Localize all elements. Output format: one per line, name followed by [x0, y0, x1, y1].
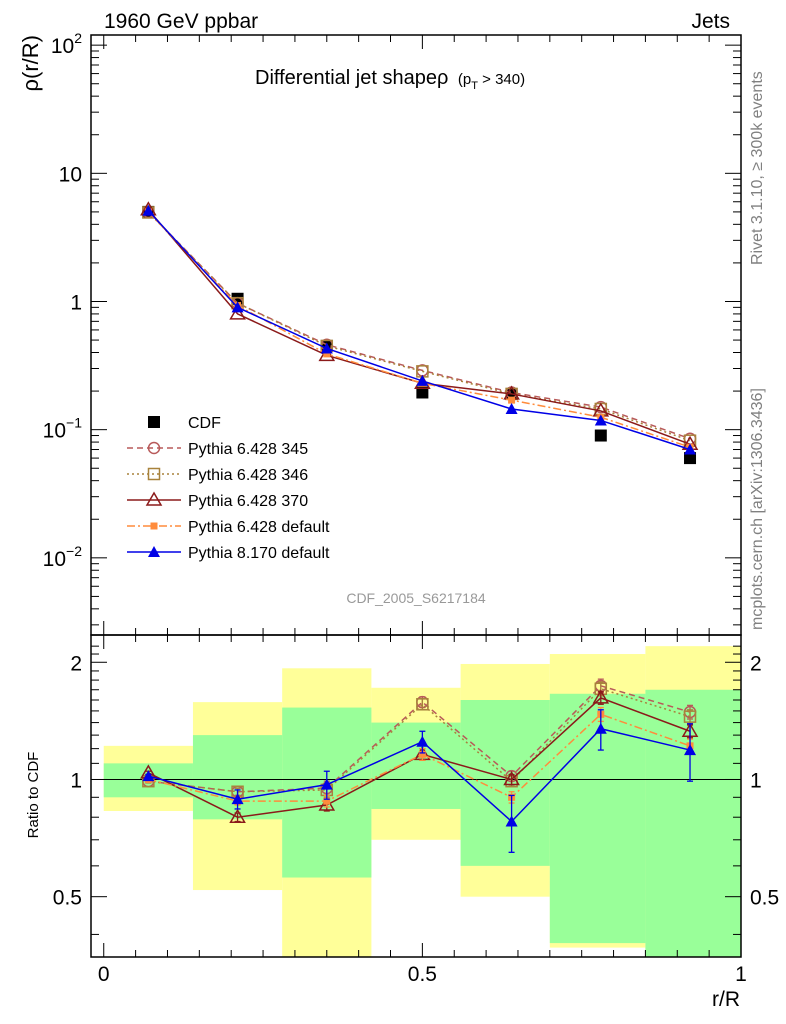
legend-marker [150, 522, 158, 530]
data-point [229, 305, 246, 320]
ratio-y-tick-label: 1 [70, 769, 82, 792]
plot-title-sub-index: T [471, 80, 478, 92]
series-pythia-8-170-default [142, 204, 697, 455]
y-tick-label: 10−2 [43, 543, 83, 571]
series-pythia-6-428-345 [142, 205, 697, 445]
legend-entry: Pythia 6.428 default [127, 519, 330, 536]
ratio-point [142, 770, 155, 782]
data-point [323, 350, 331, 358]
axis-ticks: 10−2 10−1 1 10 102 0 0.5 1 0.5 0.5 1 1 2 2 [43, 30, 780, 986]
x-tick-label: 0.5 [408, 963, 437, 986]
legend-marker [147, 467, 161, 481]
energy-label: 1960 GeV ppbar [104, 10, 258, 33]
ratio-point [229, 808, 246, 823]
ratio-point [505, 815, 518, 827]
ratio-y-tick-label: 0.5 [53, 887, 82, 910]
ratio-panel-series [140, 678, 699, 853]
legend-label: Pythia 8.170 default [188, 545, 330, 562]
data-point [505, 402, 518, 414]
legend-marker [148, 416, 160, 428]
plot-title: Differential jet shapeρ (pT > 340) [255, 67, 525, 92]
legend: CDF Pythia 6.428 345 Pythia 6.428 346 Pythi… [127, 415, 330, 562]
main-panel-series [140, 201, 699, 465]
ratio-point [418, 750, 426, 758]
legend-entry: Pythia 6.428 346 [127, 467, 308, 484]
legend-label: Pythia 6.428 default [188, 519, 330, 536]
series-cdf [142, 205, 697, 465]
y-tick-label: 10 [59, 163, 82, 186]
ratio-panel-frame [90, 634, 742, 958]
ratio-y-tick-label-right: 0.5 [750, 887, 779, 910]
data-point [684, 452, 697, 465]
data-point [508, 396, 516, 404]
data-point [416, 386, 429, 399]
green-band-bin [645, 689, 741, 957]
ratio-point [323, 797, 331, 805]
legend-entry: Pythia 6.428 370 [127, 491, 308, 510]
series-line [147, 209, 691, 445]
panel-frames [90, 34, 742, 958]
y-tick-label: 10−1 [43, 415, 83, 443]
y-tick-label: 1 [70, 291, 82, 314]
plot-title-sub-tail: > 340) [478, 71, 525, 88]
green-band-bin [371, 722, 461, 809]
data-point [320, 342, 333, 354]
ratio-point [320, 778, 333, 790]
ratio-y-axis-title: Ratio to CDF [25, 752, 42, 839]
legend-marker [148, 546, 160, 557]
legend-entry: Pythia 8.170 default [127, 545, 330, 562]
data-point [684, 443, 697, 455]
data-point [231, 301, 244, 313]
data-point [142, 204, 155, 216]
ratio-point [231, 793, 244, 805]
data-point [594, 414, 607, 426]
ratio-y-tick-label-right: 2 [750, 652, 762, 675]
ratio-y-tick-label: 2 [70, 652, 82, 675]
analysis-watermark: CDF_2005_S6217184 [346, 590, 486, 606]
ratio-point [503, 770, 520, 786]
series-line [147, 211, 691, 440]
side-label-rivet: Rivet 3.1.10, ≥ 300k events [749, 71, 766, 265]
plot-title-main: Differential jet shapeρ [255, 67, 448, 89]
ratio-series-pythia-8-170-default [142, 709, 697, 853]
ratio-point [416, 698, 429, 711]
ratio-point [592, 689, 610, 704]
ratio-y-tick-label-right: 1 [750, 769, 762, 792]
process-label: Jets [691, 10, 730, 33]
legend-marker [145, 491, 163, 506]
legend-entry: Pythia 6.428 345 [127, 441, 308, 458]
series-line [147, 211, 691, 442]
x-axis-title: r/R [712, 988, 740, 1011]
ratio-point [594, 722, 607, 734]
uncertainty-bands [91, 646, 741, 957]
main-y-axis-title: ρ(r/R) [18, 35, 43, 92]
side-label-mcplots: mcplots.cern.ch [arXiv:1306.3436] [749, 388, 766, 630]
data-point [416, 374, 429, 386]
y-tick-label: 102 [51, 30, 82, 58]
legend-label: CDF [188, 415, 221, 432]
legend-label: Pythia 6.428 345 [188, 441, 308, 458]
x-tick-label: 1 [735, 963, 747, 986]
series-pythia-6-428-346 [142, 206, 697, 447]
legend-label: Pythia 6.428 346 [188, 467, 308, 484]
plot-title-sub: (p [458, 71, 471, 88]
legend-entry: CDF [148, 415, 221, 432]
ratio-point [683, 710, 697, 723]
legend-marker [147, 441, 161, 455]
legend-label: Pythia 6.428 370 [188, 493, 308, 510]
ratio-point [416, 735, 429, 747]
x-tick-label: 0 [98, 963, 110, 986]
ratio-point [684, 744, 697, 756]
data-point [594, 429, 607, 442]
